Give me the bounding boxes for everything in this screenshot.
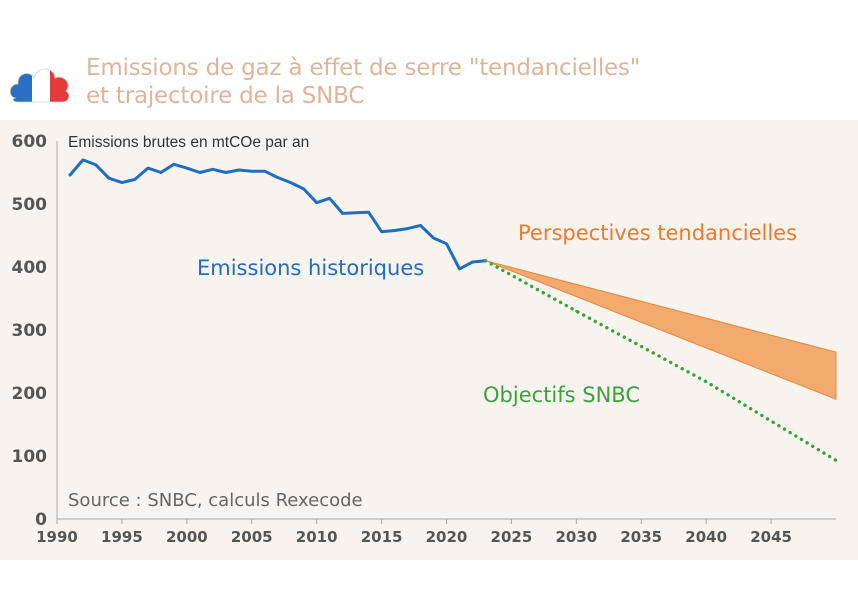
emissions-historiques-point xyxy=(276,176,279,179)
x-tick-label: 2035 xyxy=(620,528,662,546)
chart-title: Emissions de gaz à effet de serre "tenda… xyxy=(86,54,640,110)
y-tick-label: 0 xyxy=(35,510,47,530)
x-tick-label: 2020 xyxy=(426,528,468,546)
legend-emissions-historiques: Emissions historiques xyxy=(197,256,424,280)
y-tick-label: 500 xyxy=(12,195,48,215)
x-tick-label: 1990 xyxy=(36,528,78,546)
x-tick-label: 2015 xyxy=(361,528,403,546)
emissions-historiques-point xyxy=(120,181,124,184)
emissions-historiques-point xyxy=(471,260,474,264)
emissions-historiques-point xyxy=(237,168,240,172)
emissions-historiques-point xyxy=(81,158,85,162)
emissions-historiques-point xyxy=(250,170,253,173)
x-tick-label: 1995 xyxy=(101,528,143,546)
emissions-historiques-point xyxy=(289,181,292,184)
chart-title-line2: et trajectoire de la SNBC xyxy=(86,83,365,109)
emissions-historiques-point xyxy=(380,230,383,233)
emissions-historiques-point xyxy=(393,229,396,232)
y-axis-label: Emissions brutes en mtCOe par an xyxy=(68,134,309,151)
emissions-historiques-point xyxy=(198,171,202,174)
x-tick-label: 2045 xyxy=(750,528,792,546)
y-tick-label: 100 xyxy=(12,447,48,467)
emissions-historiques-point xyxy=(133,178,137,181)
perspectives-tendancielles-band xyxy=(485,260,837,401)
emissions-historiques-point xyxy=(341,212,344,215)
y-tick-label: 400 xyxy=(12,258,48,278)
y-tick-label: 600 xyxy=(12,132,48,152)
emissions-historiques-point xyxy=(354,211,357,215)
x-tick-label: 2005 xyxy=(231,528,273,546)
x-tick-label: 2040 xyxy=(685,528,727,546)
emissions-historiques-point xyxy=(211,168,214,171)
emissions-historiques-point xyxy=(458,267,461,271)
emissions-historiques-point xyxy=(419,224,422,227)
emissions-historiques-point xyxy=(185,166,189,170)
emissions-historiques-point xyxy=(172,163,176,166)
flag-white-stripe xyxy=(32,69,50,102)
emissions-historiques-point xyxy=(445,242,448,245)
legend-objectifs-snbc: Objectifs SNBC xyxy=(483,383,640,407)
emissions-historiques-point xyxy=(68,173,72,177)
chart-title-line1: Emissions de gaz à effet de serre "tenda… xyxy=(86,55,641,81)
emissions-historiques-point xyxy=(302,187,305,191)
emissions-historiques-point xyxy=(263,170,266,173)
objectifs-snbc-point xyxy=(704,380,708,383)
emissions-historiques-point xyxy=(367,210,370,214)
x-tick-label: 2025 xyxy=(491,528,533,546)
objectifs-snbc-point xyxy=(575,309,578,313)
objectifs-snbc-point xyxy=(834,459,838,462)
objectifs-snbc-line xyxy=(483,259,838,463)
objectifs-snbc-point xyxy=(484,259,487,262)
emissions-historiques-point xyxy=(328,197,331,200)
emissions-historiques-point xyxy=(159,171,163,174)
x-tick-label: 2030 xyxy=(555,528,597,546)
emissions-historiques-point xyxy=(406,227,409,230)
emissions-historiques-point xyxy=(107,176,111,180)
source-note: Source : SNBC, calculs Rexecode xyxy=(68,490,363,511)
emissions-historiques-point xyxy=(432,236,435,240)
y-tick-label: 200 xyxy=(12,384,48,404)
x-tick-label: 2010 xyxy=(296,528,338,546)
emissions-historiques-point xyxy=(315,201,318,204)
emissions-historiques-point xyxy=(224,171,227,174)
emissions-historiques-point xyxy=(94,163,98,167)
legend-perspectives-tendancielles: Perspectives tendancielles xyxy=(518,221,797,245)
french-flag-cloud-icon xyxy=(9,68,70,103)
emissions-historiques-point xyxy=(146,166,150,170)
x-tick-label: 2000 xyxy=(166,528,208,546)
y-tick-label: 300 xyxy=(12,321,48,341)
